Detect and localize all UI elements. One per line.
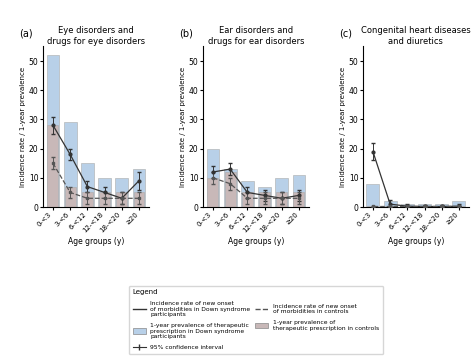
Bar [383, 201, 397, 207]
Title: Eye disorders and
drugs for eye disorders: Eye disorders and drugs for eye disorder… [47, 26, 145, 46]
Bar [115, 178, 128, 207]
Bar [98, 178, 111, 207]
Bar [258, 187, 271, 207]
Bar [402, 206, 413, 207]
Bar [116, 192, 128, 207]
Text: (c): (c) [339, 28, 352, 39]
Bar [64, 187, 76, 207]
Y-axis label: Incidence rate / 1-year prevalence: Incidence rate / 1-year prevalence [20, 67, 26, 187]
Bar [207, 149, 219, 207]
Y-axis label: Incidence rate / 1-year prevalence: Incidence rate / 1-year prevalence [180, 67, 186, 187]
Y-axis label: Incidence rate / 1-year prevalence: Incidence rate / 1-year prevalence [340, 67, 346, 187]
Bar [208, 178, 219, 207]
X-axis label: Age groups (y): Age groups (y) [388, 237, 444, 246]
Bar [47, 125, 58, 207]
Bar [133, 169, 146, 207]
Title: Congenital heart diseases
and diuretics: Congenital heart diseases and diuretics [361, 26, 471, 46]
Bar [241, 181, 254, 207]
Bar [453, 201, 465, 207]
Bar [64, 122, 77, 207]
Title: Ear disorders and
drugs for ear disorders: Ear disorders and drugs for ear disorder… [208, 26, 304, 46]
Bar [259, 192, 270, 207]
Bar [419, 206, 430, 207]
Bar [367, 206, 378, 207]
Bar [436, 206, 447, 207]
Bar [293, 192, 304, 207]
Bar [292, 175, 305, 207]
Bar [454, 206, 465, 207]
X-axis label: Age groups (y): Age groups (y) [228, 237, 284, 246]
Bar [134, 192, 145, 207]
Bar [384, 206, 396, 207]
Bar [224, 169, 237, 207]
Bar [99, 192, 110, 207]
Bar [81, 163, 94, 207]
X-axis label: Age groups (y): Age groups (y) [68, 237, 124, 246]
Text: (b): (b) [179, 28, 193, 39]
Text: (a): (a) [19, 28, 33, 39]
Bar [225, 172, 236, 207]
Bar [401, 204, 414, 207]
Bar [435, 204, 448, 207]
Bar [82, 192, 93, 207]
Bar [275, 178, 288, 207]
Legend: Incidence rate of new onset
of morbidities in Down syndrome
participants, 1-year: Incidence rate of new onset of morbiditi… [129, 286, 383, 354]
Bar [276, 192, 287, 207]
Bar [242, 192, 253, 207]
Bar [366, 184, 379, 207]
Bar [418, 204, 431, 207]
Bar [46, 55, 59, 207]
